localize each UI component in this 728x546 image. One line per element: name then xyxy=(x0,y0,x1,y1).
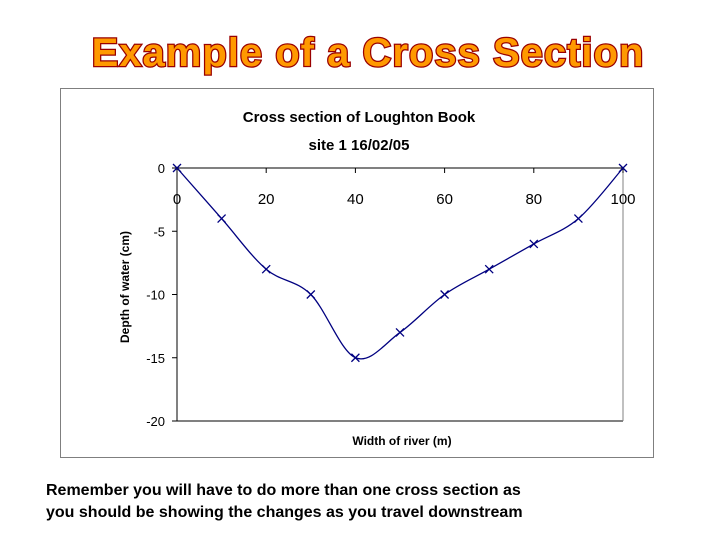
y-tick-label: 0 xyxy=(158,161,165,176)
data-point xyxy=(172,163,182,173)
slide-title: Example of a Cross Section xyxy=(92,31,645,75)
data-point xyxy=(440,290,450,299)
data-point xyxy=(217,214,227,224)
slide-title-graphic: Example of a Cross Section xyxy=(90,30,645,77)
footer-note-line-2: you should be showing the changes as you… xyxy=(46,504,523,521)
y-tick-label: -15 xyxy=(146,351,165,366)
y-tick-label: -10 xyxy=(146,288,165,303)
x-tick-label: 0 xyxy=(173,191,181,208)
chart-canvas: Cross section of Loughton Book site 1 16… xyxy=(118,109,636,448)
chart-area: Cross section of Loughton Book site 1 16… xyxy=(60,88,654,458)
data-point xyxy=(573,214,583,224)
x-tick-label: 40 xyxy=(347,191,364,208)
y-tick-label: -5 xyxy=(153,224,165,239)
data-point xyxy=(261,264,271,274)
series-line xyxy=(176,167,624,360)
data-point xyxy=(618,163,628,173)
chart-subtitle: site 1 16/02/05 xyxy=(309,137,410,154)
y-tick-label: -20 xyxy=(146,414,165,429)
x-tick-label: 100 xyxy=(610,191,635,208)
data-point xyxy=(484,264,494,274)
y-axis-label: Depth of water (cm) xyxy=(118,231,132,343)
data-point xyxy=(395,327,405,337)
x-axis-label: Width of river (m) xyxy=(352,434,451,448)
data-point xyxy=(529,239,539,249)
data-point xyxy=(306,290,316,299)
chart-title: Cross section of Loughton Book xyxy=(243,109,476,126)
x-tick-label: 20 xyxy=(258,191,275,208)
footer-note-line-1: Remember you will have to do more than o… xyxy=(46,482,521,499)
x-tick-label: 80 xyxy=(525,191,542,208)
data-point xyxy=(350,353,360,363)
footer-note: Remember you will have to do more than o… xyxy=(46,480,706,524)
x-tick-label: 60 xyxy=(436,191,453,208)
